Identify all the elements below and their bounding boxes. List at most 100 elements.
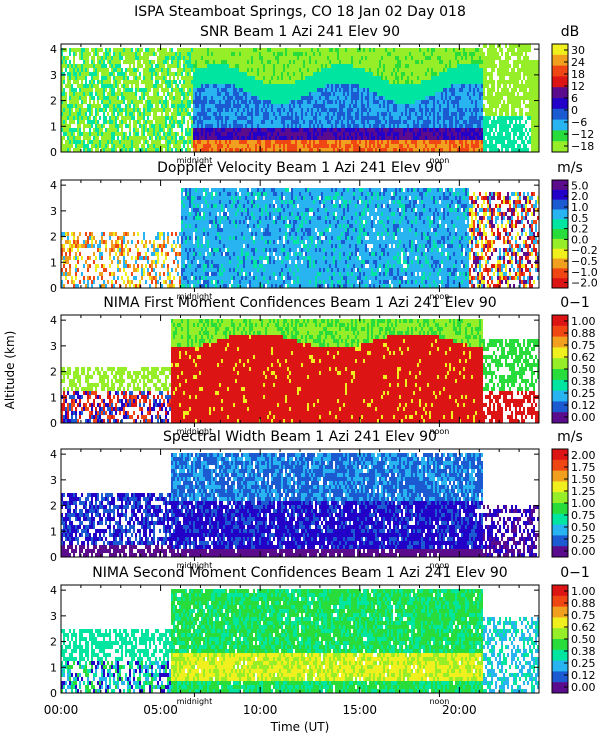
heatmap-cell xyxy=(253,124,255,128)
heatmap-cell xyxy=(281,84,283,88)
heatmap-cell xyxy=(131,92,133,96)
heatmap-cell xyxy=(217,132,219,136)
heatmap-cell xyxy=(63,112,65,116)
heatmap-cell xyxy=(145,72,147,76)
heatmap-cell xyxy=(101,132,103,136)
heatmap-cell xyxy=(185,68,187,72)
heatmap-cell xyxy=(291,60,293,64)
heatmap-cell xyxy=(169,92,171,96)
heatmap-cell xyxy=(279,48,281,52)
heatmap-cell xyxy=(245,112,247,116)
heatmap-cell xyxy=(279,76,281,80)
heatmap-cell xyxy=(417,112,419,116)
heatmap-cell xyxy=(421,68,423,72)
heatmap-cell xyxy=(145,76,147,80)
heatmap-cell xyxy=(155,124,157,128)
heatmap-cell xyxy=(205,132,207,136)
heatmap-cell xyxy=(287,140,289,144)
heatmap-cell xyxy=(291,76,293,80)
heatmap-cell xyxy=(359,96,361,100)
heatmap-cell xyxy=(425,92,427,96)
heatmap-cell xyxy=(165,88,167,92)
heatmap-cell xyxy=(231,76,233,80)
heatmap-cell xyxy=(321,56,323,60)
heatmap-cell xyxy=(251,80,253,84)
heatmap-cell xyxy=(113,136,115,140)
heatmap-cell xyxy=(431,108,433,112)
heatmap-cell xyxy=(465,136,467,140)
heatmap-cell xyxy=(353,124,355,128)
heatmap-cell xyxy=(415,128,417,132)
heatmap-cell xyxy=(223,120,225,124)
heatmap-cell xyxy=(395,96,397,100)
heatmap-cell xyxy=(83,128,85,132)
heatmap-cell xyxy=(275,52,277,56)
heatmap-cell xyxy=(425,64,427,68)
heatmap-cell xyxy=(463,92,465,96)
heatmap-cell xyxy=(417,104,419,108)
heatmap-cell xyxy=(395,136,397,140)
heatmap-cell xyxy=(225,132,227,136)
heatmap-cell xyxy=(261,60,263,64)
heatmap-cell xyxy=(419,128,421,132)
heatmap-cell xyxy=(289,100,291,104)
heatmap-cell xyxy=(211,48,213,52)
heatmap-cell xyxy=(203,80,205,84)
heatmap-cell xyxy=(287,124,289,128)
heatmap-cell xyxy=(401,72,403,76)
heatmap-cell xyxy=(195,92,197,96)
heatmap-cell xyxy=(243,132,245,136)
heatmap-cell xyxy=(423,80,425,84)
heatmap-cell xyxy=(75,144,77,148)
heatmap-cell xyxy=(407,104,409,108)
heatmap-cell xyxy=(153,132,155,136)
heatmap-cell xyxy=(311,100,313,104)
heatmap-cell xyxy=(251,60,253,64)
heatmap-cell xyxy=(329,116,331,120)
heatmap-cell xyxy=(105,96,107,100)
heatmap-cell xyxy=(417,132,419,136)
heatmap-cell xyxy=(343,148,345,152)
heatmap-cell xyxy=(143,76,145,80)
heatmap-cell xyxy=(235,84,237,88)
heatmap-cell xyxy=(101,68,103,72)
heatmap-cell xyxy=(275,64,277,68)
heatmap-cell xyxy=(313,60,315,64)
heatmap-cell xyxy=(141,100,143,104)
heatmap-cell xyxy=(227,112,229,116)
heatmap-cell xyxy=(65,120,67,124)
heatmap-cell xyxy=(175,60,177,64)
heatmap-cell xyxy=(75,112,77,116)
heatmap-cell xyxy=(295,108,297,112)
heatmap-cell xyxy=(273,68,275,72)
heatmap-cell xyxy=(99,116,101,120)
heatmap-cell xyxy=(187,132,189,136)
heatmap-cell xyxy=(309,148,311,152)
heatmap-cell xyxy=(389,76,391,80)
heatmap-cell xyxy=(249,136,251,140)
heatmap-cell xyxy=(133,52,135,56)
heatmap-cell xyxy=(349,96,351,100)
heatmap-cell xyxy=(369,64,371,68)
heatmap-cell xyxy=(335,104,337,108)
heatmap-cell xyxy=(179,60,181,64)
heatmap-cell xyxy=(307,104,309,108)
heatmap-cell xyxy=(431,124,433,128)
heatmap-cell xyxy=(399,136,401,140)
heatmap-cell xyxy=(353,96,355,100)
heatmap-cell xyxy=(235,96,237,100)
heatmap-cell xyxy=(405,132,407,136)
heatmap-cell xyxy=(319,80,321,84)
heatmap-cell xyxy=(89,132,91,136)
heatmap-cell xyxy=(409,108,411,112)
heatmap-cell xyxy=(457,64,459,68)
heatmap-cell xyxy=(125,96,127,100)
heatmap-cell xyxy=(165,84,167,88)
heatmap-cell xyxy=(185,56,187,60)
heatmap-cell xyxy=(325,100,327,104)
heatmap-cell xyxy=(199,96,201,100)
heatmap-cell xyxy=(273,108,275,112)
heatmap-cell xyxy=(289,148,291,152)
heatmap-cell xyxy=(373,144,375,148)
heatmap-cell xyxy=(391,56,393,60)
